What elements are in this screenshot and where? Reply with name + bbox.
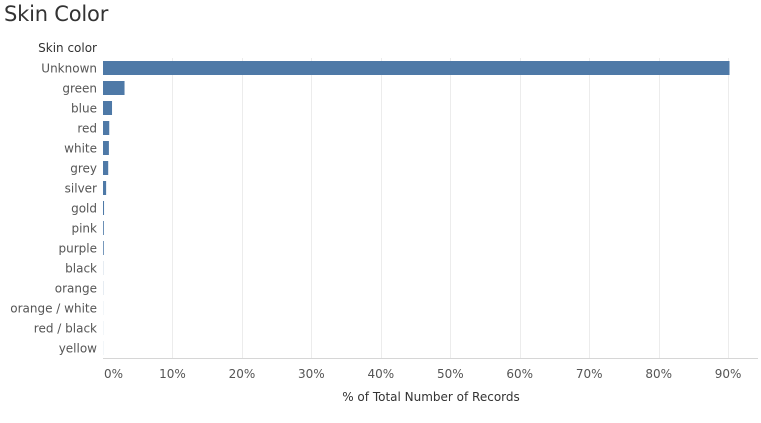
category-label: orange / white xyxy=(10,302,97,316)
x-tick-label: 20% xyxy=(229,367,256,381)
x-axis-tick-labels: 0% 10% 20% 30% 40% 50% 60% 70% 80% 90% xyxy=(104,367,741,381)
category-label: gold xyxy=(71,202,97,216)
chart-title: Skin Color xyxy=(4,2,109,26)
x-tick-label: 60% xyxy=(506,367,533,381)
category-label: grey xyxy=(70,162,97,176)
x-tick-label: 40% xyxy=(368,367,395,381)
category-label: red / black xyxy=(34,322,97,336)
x-tick-label: 90% xyxy=(715,367,742,381)
category-label: red xyxy=(77,122,97,136)
category-labels: Unknown green blue red white grey silver gold pi… xyxy=(10,62,97,356)
category-label: purple xyxy=(59,242,98,256)
bars xyxy=(103,61,730,355)
bar[interactable] xyxy=(103,61,730,75)
bar[interactable] xyxy=(103,81,125,95)
category-label: orange xyxy=(55,282,97,296)
x-tick-label: 0% xyxy=(104,367,123,381)
bar[interactable] xyxy=(103,181,107,195)
category-label: white xyxy=(64,142,97,156)
category-label: yellow xyxy=(59,342,97,356)
category-header: Skin color xyxy=(38,41,97,55)
bar[interactable] xyxy=(103,241,104,255)
category-label: blue xyxy=(71,102,97,116)
bar[interactable] xyxy=(103,201,105,215)
x-axis-label: % of Total Number of Records xyxy=(342,390,520,404)
category-label: green xyxy=(62,82,97,96)
x-tick-label: 30% xyxy=(298,367,325,381)
x-tick-label: 10% xyxy=(159,367,186,381)
x-tick-label: 50% xyxy=(437,367,464,381)
grid-lines xyxy=(172,58,729,358)
category-label: black xyxy=(65,262,97,276)
bar[interactable] xyxy=(103,121,110,135)
category-label: silver xyxy=(65,182,97,196)
bar[interactable] xyxy=(103,101,113,115)
x-tick-label: 70% xyxy=(576,367,603,381)
x-tick-label: 80% xyxy=(645,367,672,381)
bar[interactable] xyxy=(103,141,109,155)
category-label: Unknown xyxy=(41,62,97,76)
bar[interactable] xyxy=(103,221,104,235)
category-label: pink xyxy=(71,222,97,236)
bar[interactable] xyxy=(103,161,109,175)
